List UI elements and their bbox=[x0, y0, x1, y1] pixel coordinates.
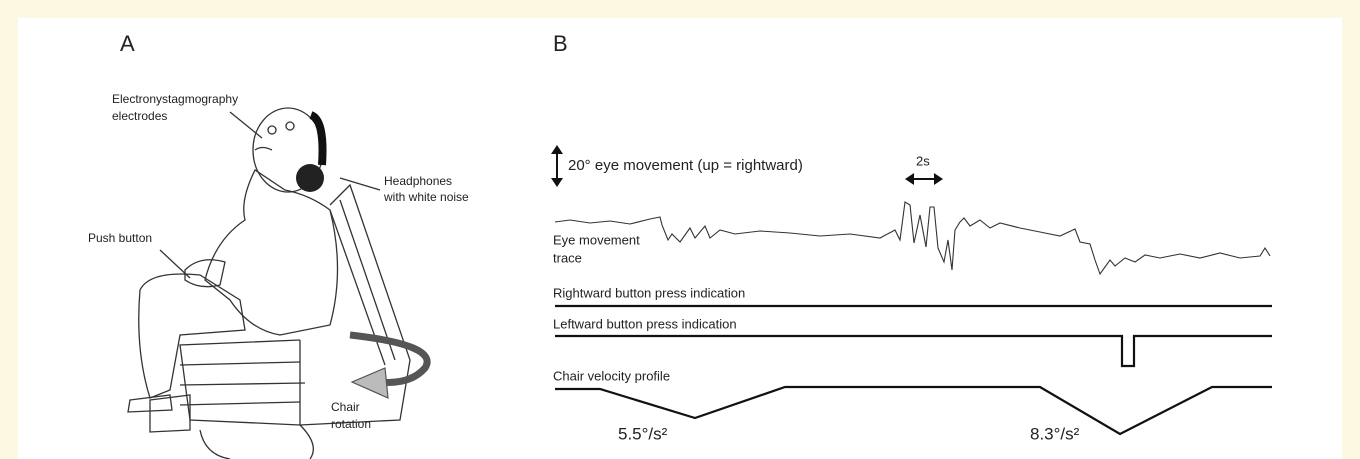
panel-label: A bbox=[120, 31, 135, 56]
annotation: with white noise bbox=[383, 190, 469, 204]
trace-label: Chair velocity profile bbox=[553, 368, 670, 383]
trace-label: trace bbox=[553, 250, 582, 265]
trace-label: Leftward button press indication bbox=[553, 316, 737, 331]
trace-label: Eye movement bbox=[553, 232, 640, 247]
page: A Electronystagmography electrodes Headp… bbox=[0, 0, 1360, 459]
annotation: Electronystagmography bbox=[112, 92, 238, 106]
annotation: electrodes bbox=[112, 109, 167, 123]
annotation: rotation bbox=[331, 417, 371, 431]
acceleration-label: 5.5°/s² bbox=[618, 424, 668, 443]
annotation: Push button bbox=[88, 231, 152, 245]
scale-label: 20° eye movement (up = rightward) bbox=[568, 157, 803, 174]
panel-label: B bbox=[553, 31, 568, 56]
trace-label: Rightward button press indication bbox=[553, 285, 745, 300]
figure: A Electronystagmography electrodes Headp… bbox=[0, 0, 1360, 459]
figure-panel bbox=[18, 18, 1342, 459]
scale-label: 2s bbox=[916, 153, 930, 168]
acceleration-label: 8.3°/s² bbox=[1030, 424, 1080, 443]
annotation: Chair bbox=[331, 400, 360, 414]
annotation: Headphones bbox=[384, 174, 452, 188]
